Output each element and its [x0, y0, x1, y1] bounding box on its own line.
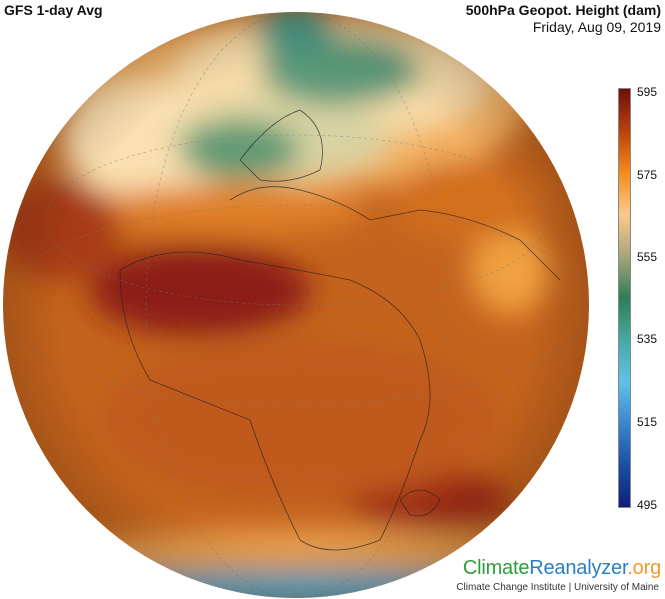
- institution-label: Climate Change Institute | University of…: [456, 582, 659, 593]
- logo-part: Climate: [462, 557, 530, 579]
- colorbar-tick: 575: [637, 168, 658, 182]
- globe-field: [3, 12, 589, 598]
- model-title: GFS 1-day Avg: [4, 2, 103, 18]
- date-label: Friday, Aug 09, 2019: [532, 19, 661, 35]
- colorbar: [618, 88, 631, 508]
- climate-reanalyzer-logo[interactable]: ClimateReanalyzer.org: [463, 557, 661, 580]
- globe-map: [3, 12, 589, 598]
- colorbar-tick: 535: [637, 332, 658, 346]
- logo-part: .org: [627, 557, 661, 579]
- colorbar-tick: 555: [637, 250, 658, 264]
- variable-title: 500hPa Geopot. Height (dam): [465, 2, 661, 18]
- colorbar-tick: 495: [637, 498, 658, 512]
- colorbar-tick: 595: [637, 85, 658, 99]
- logo-part: Reanalyzer: [529, 557, 628, 579]
- colorbar-tick: 515: [637, 415, 658, 429]
